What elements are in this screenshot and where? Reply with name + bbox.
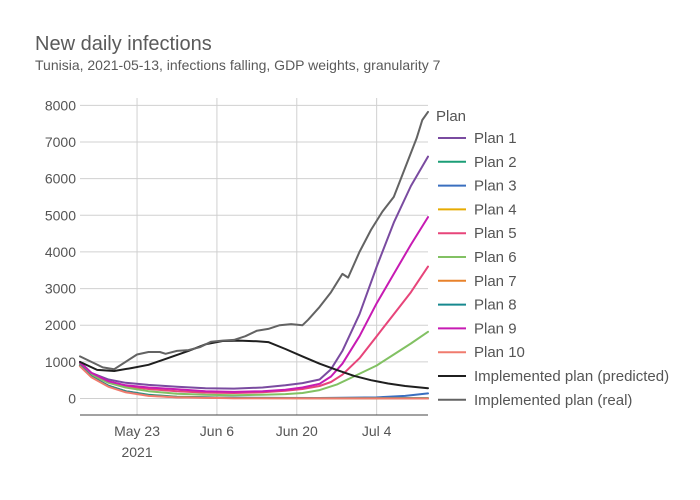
legend-label: Plan 4 <box>474 201 517 218</box>
series-line <box>79 265 429 394</box>
legend-item[interactable]: Plan 9 <box>438 320 517 337</box>
y-tick-label: 6000 <box>45 171 76 187</box>
legend-item[interactable]: Plan 1 <box>438 130 517 147</box>
legend[interactable]: Plan Plan 1 Plan 2 Plan 3 Plan 4 Plan 5 Plan … <box>436 108 669 409</box>
chart-subtitle: Tunisia, 2021-05-13, infections falling,… <box>35 57 441 73</box>
legend-item[interactable]: Plan 2 <box>438 154 517 171</box>
series-line <box>79 110 429 371</box>
legend-item[interactable]: Implemented plan (predicted) <box>438 368 669 385</box>
y-tick-label: 5000 <box>45 207 76 223</box>
y-tick-label: 3000 <box>45 281 76 297</box>
series-line <box>79 365 429 400</box>
legend-label: Implemented plan (real) <box>474 392 632 409</box>
legend-label: Plan 6 <box>474 249 517 266</box>
y-tick-label: 8000 <box>45 97 76 113</box>
legend-item[interactable]: Plan 5 <box>438 225 517 242</box>
legend-label: Implemented plan (predicted) <box>474 368 669 385</box>
series-line <box>79 155 429 390</box>
y-tick-label: 0 <box>68 391 76 407</box>
series-line <box>79 339 429 390</box>
x-tick-year-label: 2021 <box>121 444 152 460</box>
legend-title: Plan <box>436 108 466 125</box>
legend-item[interactable]: Plan 10 <box>438 344 525 361</box>
legend-label: Plan 8 <box>474 297 517 314</box>
legend-label: Plan 7 <box>474 273 517 290</box>
legend-item[interactable]: Plan 6 <box>438 249 517 266</box>
y-tick-label: 1000 <box>45 354 76 370</box>
y-tick-label: 7000 <box>45 134 76 150</box>
legend-item[interactable]: Plan 4 <box>438 201 517 218</box>
x-tick-label: Jun 20 <box>276 423 318 439</box>
legend-label: Plan 3 <box>474 178 517 195</box>
legend-label: Plan 10 <box>474 344 525 361</box>
legend-item[interactable]: Plan 7 <box>438 273 517 290</box>
y-tick-label: 2000 <box>45 317 76 333</box>
series-line <box>79 216 429 393</box>
chart-title: New daily infections <box>35 33 212 55</box>
x-tick-label: Jun 6 <box>200 423 234 439</box>
legend-item[interactable]: Plan 3 <box>438 178 517 195</box>
legend-item[interactable]: Implemented plan (real) <box>438 392 632 409</box>
series-line <box>79 330 429 397</box>
legend-label: Plan 2 <box>474 154 517 171</box>
x-tick-label: May 23 <box>114 423 160 439</box>
y-tick-label: 4000 <box>45 244 76 260</box>
x-tick-label: Jul 4 <box>362 423 392 439</box>
series-group <box>79 110 429 400</box>
legend-label: Plan 1 <box>474 130 517 147</box>
axes: 0 1000 2000 3000 4000 5000 6000 7000 8000 May 23 2… <box>45 97 428 460</box>
legend-item[interactable]: Plan 8 <box>438 297 517 314</box>
legend-label: Plan 5 <box>474 225 517 242</box>
legend-label: Plan 9 <box>474 320 517 337</box>
grid <box>80 98 428 415</box>
